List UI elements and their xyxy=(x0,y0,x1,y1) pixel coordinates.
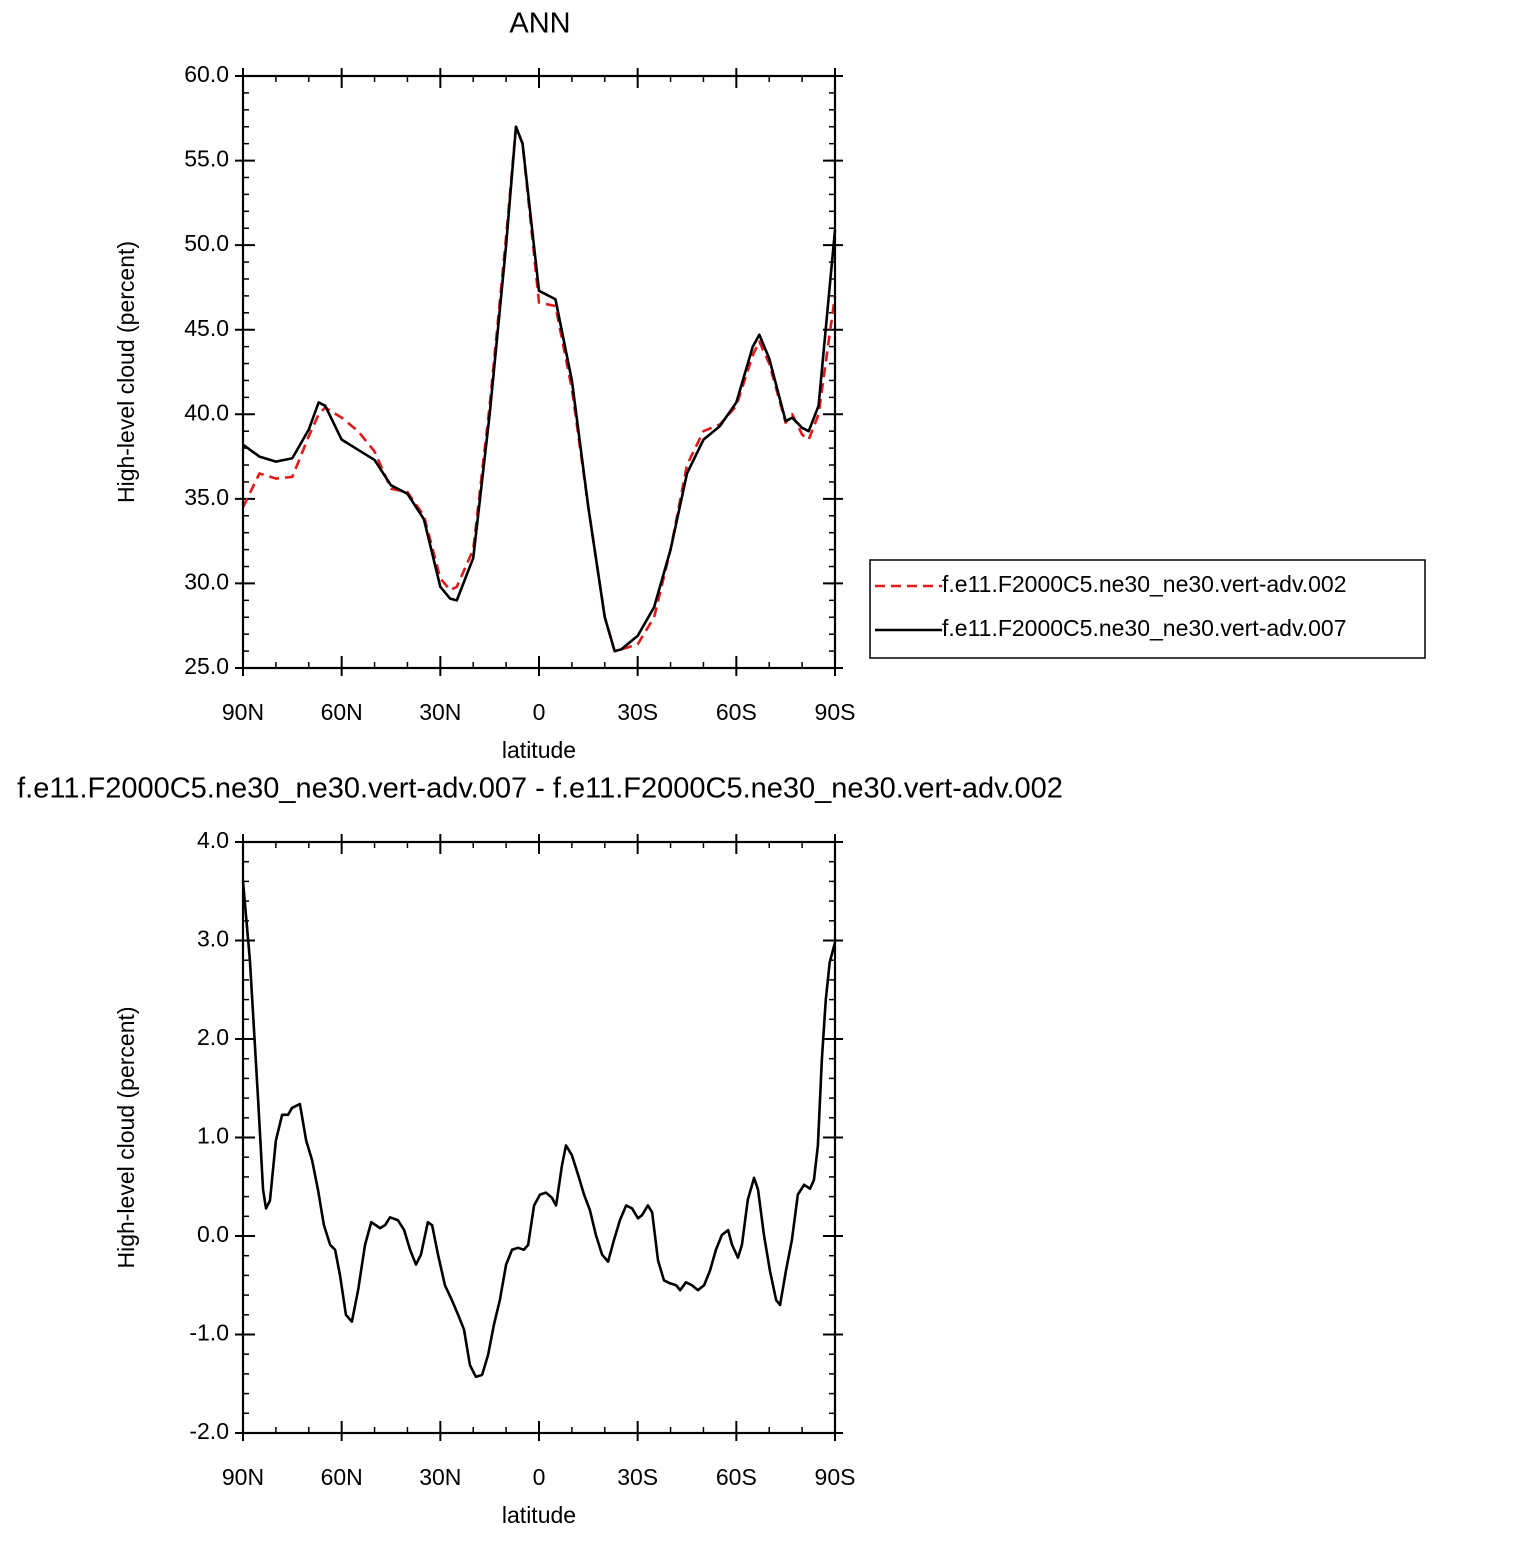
x-axis-label: latitude xyxy=(502,1502,576,1528)
x-tick-label: 60S xyxy=(716,699,757,725)
y-tick-label: 2.0 xyxy=(197,1024,229,1050)
y-axis-label: High-level cloud (percent) xyxy=(113,241,139,503)
x-tick-label: 90N xyxy=(222,699,264,725)
x-axis-label: latitude xyxy=(502,737,576,763)
x-tick-label: 90S xyxy=(815,1464,856,1490)
data-line xyxy=(242,125,837,653)
y-tick-label: -2.0 xyxy=(189,1418,229,1444)
x-tick-label: 60S xyxy=(716,1464,757,1490)
x-tick-label: 90S xyxy=(815,699,856,725)
y-tick-label: 35.0 xyxy=(184,484,229,510)
y-axis-label: High-level cloud (percent) xyxy=(113,1006,139,1268)
y-tick-label: 0.0 xyxy=(197,1221,229,1247)
y-tick-label: 1.0 xyxy=(197,1123,229,1149)
x-tick-label: 30N xyxy=(419,699,461,725)
x-tick-label: 0 xyxy=(533,699,546,725)
y-tick-label: 40.0 xyxy=(184,399,229,425)
y-tick-label: 55.0 xyxy=(184,146,229,172)
x-tick-label: 30N xyxy=(419,1464,461,1490)
y-tick-label: 50.0 xyxy=(184,230,229,256)
data-line xyxy=(241,125,837,653)
y-tick-label: 25.0 xyxy=(184,653,229,679)
plot-frame xyxy=(241,74,837,670)
y-tick-label: 3.0 xyxy=(197,926,229,952)
y-tick-label: 30.0 xyxy=(184,569,229,595)
x-tick-label: 30S xyxy=(617,699,658,725)
y-tick-label: 45.0 xyxy=(184,315,229,341)
legend-label: f.e11.F2000C5.ne30_ne30.vert-adv.007 xyxy=(942,615,1347,641)
x-tick-label: 0 xyxy=(533,1464,546,1490)
x-tick-label: 60N xyxy=(321,699,363,725)
y-tick-label: 60.0 xyxy=(184,61,229,87)
chart-title: f.e11.F2000C5.ne30_ne30.vert-adv.007 - f… xyxy=(17,773,1063,805)
data-line xyxy=(241,881,837,1379)
plot-frame xyxy=(241,840,837,1435)
x-tick-label: 90N xyxy=(222,1464,264,1490)
legend-box xyxy=(869,559,1426,659)
y-tick-label: -1.0 xyxy=(189,1320,229,1346)
x-tick-label: 60N xyxy=(321,1464,363,1490)
x-tick-label: 30S xyxy=(617,1464,658,1490)
chart-title: ANN xyxy=(509,8,570,40)
y-tick-label: 4.0 xyxy=(197,827,229,853)
legend-label: f.e11.F2000C5.ne30_ne30.vert-adv.002 xyxy=(942,571,1347,597)
